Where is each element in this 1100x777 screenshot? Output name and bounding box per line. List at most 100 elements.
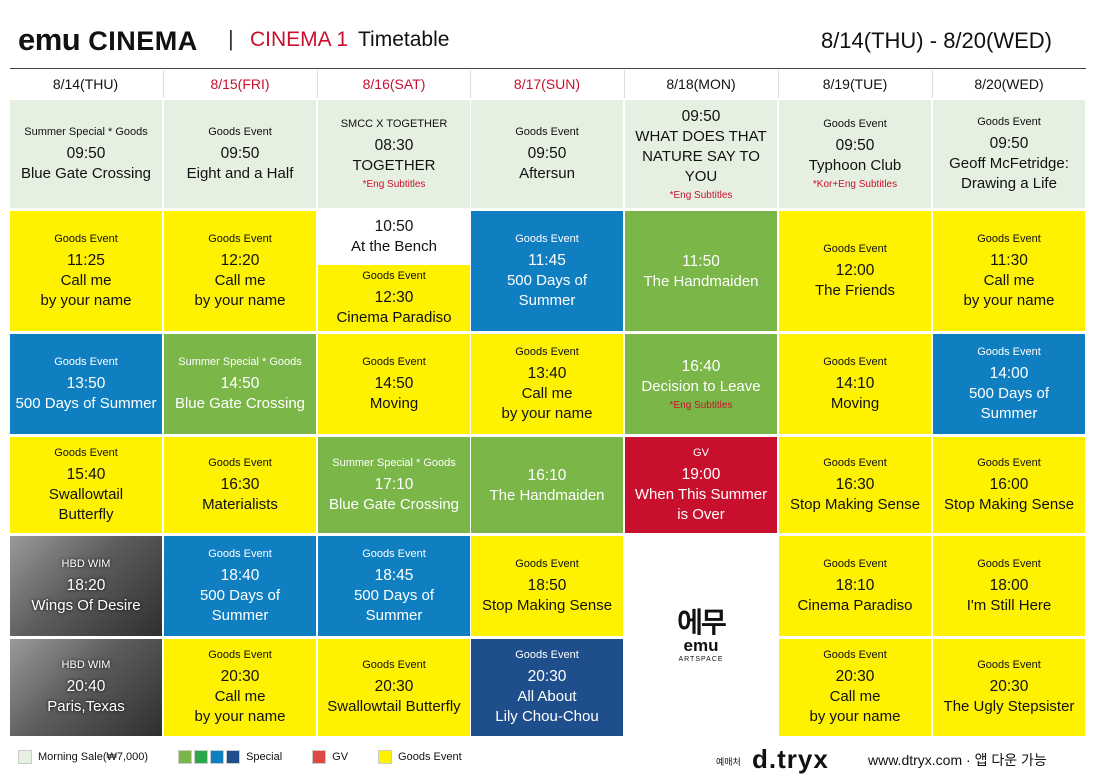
screening: Goods Event 14:10 Moving (779, 334, 931, 434)
booking-site: www.dtryx.com · 앱 다운 가능 (868, 752, 1047, 768)
screening: Goods Event 13:50 500 Days of Summer (10, 334, 162, 434)
film-title: Moving (830, 394, 880, 412)
show-time: 09:50 (66, 144, 106, 162)
event-tag: Goods Event (54, 232, 118, 245)
event-tag: Goods Event (977, 232, 1041, 245)
film-title: Eight and a Half (186, 164, 294, 182)
day-header: 8/18(MON) (624, 70, 777, 98)
film-title: Call me by your name (809, 688, 901, 725)
screening: Goods Event 09:50 Eight and a Half (164, 100, 316, 208)
date-range: 8/14(THU) - 8/20(WED) (820, 28, 1052, 53)
screening: Goods Event 09:50 Typhoon Club *Kor+Eng Sub… (779, 100, 931, 208)
screening: Goods Event 16:30 Materialists (164, 437, 316, 533)
show-time: 16:00 (989, 475, 1029, 493)
screening: Goods Event 13:40 Call me by your name (471, 334, 623, 434)
event-tag: Goods Event (208, 547, 272, 560)
film-title: Paris,Texas (47, 698, 125, 715)
show-time: 18:10 (835, 576, 875, 594)
event-tag: Goods Event (823, 355, 887, 368)
film-title: When This Summer is Over (634, 485, 768, 523)
subtitle-note: *Eng Subtitles (362, 178, 426, 190)
subtitle-note: *Kor+Eng Subtitles (812, 178, 898, 190)
screening: SMCC X TOGETHER 08:30 TOGETHER *Eng Subtitl… (318, 100, 470, 208)
event-tag: Summer Special * Goods (24, 125, 148, 138)
event-tag: Goods Event (823, 242, 887, 255)
legend-swatch (312, 750, 327, 764)
event-tag: Goods Event (977, 115, 1041, 128)
film-title: The Handmaiden (643, 272, 759, 290)
event-tag: Goods Event (977, 456, 1041, 469)
film-title: Call me by your name (40, 271, 132, 309)
screening: 10:50 At the Bench (318, 211, 470, 262)
event-tag: Goods Event (823, 649, 887, 661)
show-time: 16:30 (835, 475, 875, 493)
screening: Goods Event 11:25 Call me by your name (10, 211, 162, 331)
screening: 09:50 WHAT DOES THAT NATURE SAY TO YOU *En… (625, 100, 777, 208)
film-title: The Handmaiden (489, 486, 605, 504)
screening: Goods Event 18:50 Stop Making Sense (471, 536, 623, 636)
show-time: 18:00 (989, 576, 1029, 594)
show-time: 18:45 (374, 566, 414, 584)
film-title: Aftersun (519, 164, 575, 182)
day-header: 8/17(SUN) (470, 70, 623, 98)
legend-label: Special (246, 751, 283, 763)
event-tag: Goods Event (54, 355, 118, 368)
brand-name: CINEMA (88, 26, 198, 56)
show-time: 09:50 (989, 134, 1029, 152)
screening: HBD WIM 20:40 Paris,Texas (10, 639, 162, 736)
screening: Goods Event 16:00 Stop Making Sense (933, 437, 1085, 533)
film-title: Cinema Paradiso (797, 596, 913, 614)
legend-item: Special (178, 750, 282, 764)
legend-label: Goods Event (398, 751, 462, 763)
show-time: 09:50 (681, 107, 721, 125)
event-tag: Summer Special * Goods (332, 456, 456, 469)
show-time: 18:50 (527, 576, 567, 594)
film-title: WHAT DOES THAT NATURE SAY TO YOU (635, 127, 767, 185)
film-title: 500 Days of Summer (353, 586, 435, 624)
event-tag: Goods Event (515, 345, 579, 358)
film-title: Call me by your name (194, 688, 286, 725)
film-title: Swallowtail Butterfly (48, 485, 124, 523)
film-title: The Ugly Stepsister (943, 698, 1075, 715)
film-title: I'm Still Here (966, 596, 1052, 614)
screening: Goods Event 11:45 500 Days of Summer (471, 211, 623, 331)
screening: HBD WIM 18:20 Wings Of Desire (10, 536, 162, 636)
film-title: Typhoon Club (808, 156, 902, 174)
logo-korean: 에무 (677, 607, 727, 638)
show-time: 20:30 (527, 668, 567, 685)
screening: Goods Event 18:45 500 Days of Summer (318, 536, 470, 636)
day-header: 8/14(THU) (52, 76, 119, 92)
event-tag: HBD WIM (61, 659, 111, 671)
legend-item: Morning Sale(₩7,000) (18, 750, 148, 764)
show-time: 12:30 (374, 288, 414, 306)
show-time: 20:30 (374, 678, 414, 695)
show-time: 20:30 (989, 678, 1029, 695)
film-title: Blue Gate Crossing (174, 394, 306, 412)
show-time: 11:50 (682, 252, 720, 270)
film-title: 500 Days of Summer (199, 586, 281, 624)
event-tag: GV (693, 446, 709, 459)
booking-brand: d.tryx (752, 744, 829, 774)
legend: Morning Sale(₩7,000) Special GV Goods Event (18, 750, 492, 764)
legend-label: Morning Sale(₩7,000) (38, 751, 149, 763)
legend-swatch (178, 750, 193, 764)
show-time: 17:10 (374, 475, 414, 493)
event-tag: Goods Event (515, 125, 579, 138)
show-time: 14:00 (989, 364, 1029, 382)
screening: 16:40 Decision to Leave *Eng Subtitles (625, 334, 777, 434)
event-tag: Goods Event (362, 269, 426, 282)
event-tag: Goods Event (208, 125, 272, 138)
day-header: 8/20(WED) (932, 70, 1085, 98)
film-title: Stop Making Sense (789, 495, 921, 513)
screening: Goods Event 09:50 Geoff McFetridge: Drawin… (933, 100, 1085, 208)
event-tag: Goods Event (208, 649, 272, 661)
show-time: 11:25 (67, 251, 105, 269)
screening: Goods Event 14:50 Moving (318, 334, 470, 434)
event-tag: Goods Event (823, 557, 887, 570)
legend-swatch (18, 750, 32, 764)
event-tag: Goods Event (977, 557, 1041, 570)
event-tag: Goods Event (823, 117, 887, 130)
day-header: 8/15(FRI) (163, 70, 316, 98)
legend-item: Goods Event (378, 750, 462, 764)
